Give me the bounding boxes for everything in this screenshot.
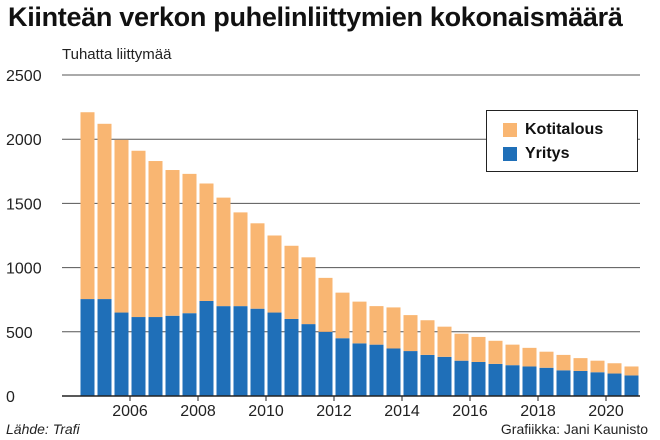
bar-yritys (556, 370, 571, 396)
bar-yritys (114, 312, 129, 396)
bar-yritys (573, 370, 588, 396)
bar-yritys (250, 308, 265, 396)
bar-yritys (522, 366, 537, 396)
bar-kotitalous (420, 320, 435, 355)
y-tick-label: 500 (6, 325, 33, 342)
bar-kotitalous (250, 223, 265, 309)
bar-kotitalous (335, 292, 350, 339)
legend-swatch-yritys (503, 147, 517, 161)
bar-kotitalous (301, 257, 316, 325)
bar-kotitalous (590, 360, 605, 373)
bar-kotitalous (182, 173, 197, 314)
bar-yritys (165, 315, 180, 396)
x-tick-label: 2010 (248, 403, 284, 420)
bar-yritys (148, 317, 163, 396)
bar-kotitalous (573, 358, 588, 371)
bar-yritys (301, 324, 316, 396)
legend-label-yritys: Yritys (525, 145, 570, 162)
bar-kotitalous (471, 336, 486, 362)
bar-kotitalous (539, 351, 554, 368)
legend-item-yritys: Yritys (503, 145, 569, 163)
legend: Kotitalous Yritys (486, 110, 638, 172)
bar-yritys (182, 313, 197, 396)
bar-yritys (131, 317, 146, 396)
bar-kotitalous (199, 183, 214, 301)
x-tick-label: 2012 (316, 403, 352, 420)
bar-kotitalous (148, 161, 163, 318)
bar-yritys (267, 312, 282, 396)
bar-kotitalous (624, 366, 639, 376)
x-tick-label: 2014 (384, 403, 420, 420)
x-tick-label: 2008 (180, 403, 216, 420)
bar-yritys (437, 356, 452, 396)
bar-kotitalous (131, 150, 146, 318)
bar-kotitalous (386, 307, 401, 349)
bar-yritys (318, 331, 333, 396)
bar-yritys (386, 348, 401, 396)
y-tick-label: 2500 (6, 68, 42, 85)
bar-kotitalous (488, 340, 503, 364)
y-tick-label: 1500 (6, 196, 42, 213)
bar-yritys (471, 361, 486, 396)
bar-kotitalous (80, 112, 95, 300)
bar-yritys (233, 306, 248, 396)
bar-kotitalous (556, 354, 571, 371)
y-tick-label: 0 (6, 389, 15, 406)
bar-kotitalous (437, 326, 452, 357)
bar-yritys (590, 372, 605, 396)
bar-yritys (454, 360, 469, 396)
x-tick-label: 2020 (588, 403, 624, 420)
bar-kotitalous (403, 315, 418, 352)
bar-kotitalous (267, 235, 282, 313)
bar-kotitalous (318, 277, 333, 332)
bar-kotitalous (369, 306, 384, 345)
bar-yritys (97, 299, 112, 396)
x-tick-label: 2016 (452, 403, 488, 420)
bar-kotitalous (165, 170, 180, 316)
bar-yritys (369, 344, 384, 396)
bar-kotitalous (114, 139, 129, 313)
y-tick-label: 2000 (6, 132, 42, 149)
bar-kotitalous (522, 347, 537, 367)
bar-yritys (80, 299, 95, 396)
bar-yritys (199, 300, 214, 396)
bar-yritys (505, 365, 520, 396)
bar-yritys (539, 367, 554, 396)
bar-yritys (335, 338, 350, 396)
source-note: Lähde: Trafi (6, 421, 80, 437)
bar-yritys (624, 375, 639, 396)
legend-swatch-kotitalous (503, 123, 517, 137)
bar-kotitalous (352, 301, 367, 344)
bar-kotitalous (216, 197, 231, 307)
bar-kotitalous (284, 245, 299, 319)
y-axis-label: Tuhatta liittymää (62, 46, 172, 63)
x-tick-label: 2006 (112, 403, 148, 420)
y-tick-label: 1000 (6, 261, 42, 278)
bar-yritys (352, 343, 367, 396)
legend-item-kotitalous: Kotitalous (503, 121, 603, 139)
bar-yritys (488, 363, 503, 396)
bar-yritys (284, 318, 299, 396)
bar-kotitalous (233, 212, 248, 307)
x-tick-label: 2018 (520, 403, 556, 420)
chart-title: Kiinteän verkon puhelinliittymien kokona… (8, 2, 623, 32)
bar-yritys (420, 354, 435, 396)
bar-yritys (607, 373, 622, 396)
bar-kotitalous (454, 333, 469, 361)
graphics-credit: Grafiikka: Jani Kaunisto (500, 421, 648, 437)
bar-yritys (403, 351, 418, 396)
bar-kotitalous (607, 363, 622, 374)
bar-kotitalous (97, 123, 112, 300)
bar-kotitalous (505, 344, 520, 366)
legend-label-kotitalous: Kotitalous (525, 121, 604, 138)
bar-yritys (216, 306, 231, 396)
